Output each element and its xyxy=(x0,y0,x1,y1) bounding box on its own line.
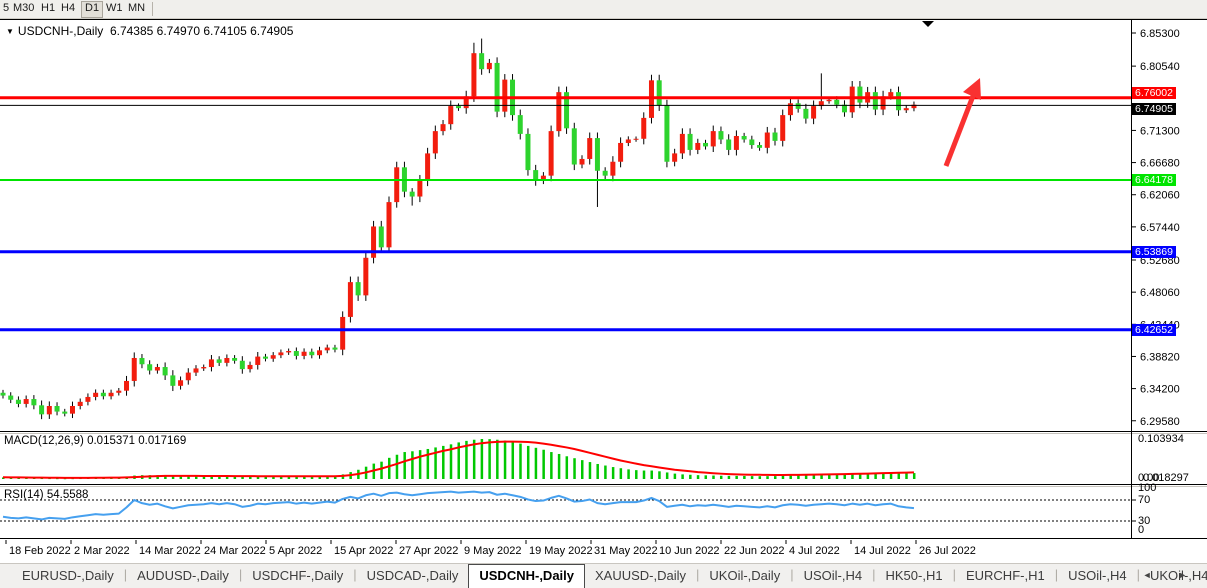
price-tick-label: 6.66680 xyxy=(1140,158,1180,170)
tab-divider: | xyxy=(696,567,700,582)
candlestick-series xyxy=(0,38,917,420)
date-tick-label: 14 Jul 2022 xyxy=(854,545,911,557)
tab-xauusd-daily[interactable]: XAUUSD-,Daily xyxy=(595,568,687,583)
macd-panel: 0.103934 0.000.018297 xyxy=(2,433,1189,484)
macd-name: MACD(12,26,9) xyxy=(4,435,84,447)
tab-audusd-daily[interactable]: AUDUSD-,Daily xyxy=(137,568,229,583)
price-tick-label: 6.80540 xyxy=(1140,61,1180,73)
price-badge-6.42652: 6.42652 xyxy=(1132,324,1176,336)
down-triangle-marker[interactable] xyxy=(922,21,934,27)
tab-divider: | xyxy=(123,567,128,582)
macd-signal-line xyxy=(2,440,914,479)
tab-ukoil-daily[interactable]: UKOil-,Daily xyxy=(709,568,781,583)
price-tick-label: 6.71300 xyxy=(1140,125,1180,137)
date-tick-label: 10 Jun 2022 xyxy=(659,545,720,557)
price-tick-label: 6.57440 xyxy=(1140,222,1180,234)
tab-eurchf-h1[interactable]: EURCHF-,H1 xyxy=(965,568,1045,583)
date-tick-label: 22 Jun 2022 xyxy=(724,545,785,557)
timeframe-button-MN[interactable]: MN xyxy=(128,2,146,14)
date-tick-label: 26 Jul 2022 xyxy=(919,545,976,557)
toolbar-separator xyxy=(152,2,153,16)
tab-usdcad-daily[interactable]: USDCAD-,Daily xyxy=(366,568,459,583)
price-badge-6.74905: 6.74905 xyxy=(1132,103,1176,115)
price-tick-label: 6.29580 xyxy=(1140,416,1180,428)
date-tick-label: 4 Jul 2022 xyxy=(789,545,840,557)
tab-divider: | xyxy=(1136,567,1140,582)
tab-divider: | xyxy=(353,567,357,582)
tab-divider: | xyxy=(790,567,794,582)
rsi-axis-label: 100 xyxy=(1138,482,1156,494)
rsi-value: 54.5588 xyxy=(46,489,89,501)
tab-ukoil-h4[interactable]: UKOil-,H4 xyxy=(1150,568,1207,583)
price-tick-label: 6.48060 xyxy=(1140,287,1180,299)
timeframe-button-M30[interactable]: M30 xyxy=(13,2,35,14)
tab-divider: | xyxy=(872,567,876,582)
rsi-axis-label: 30 xyxy=(1138,515,1150,527)
macd-axis-value: 0.018297 xyxy=(1143,472,1189,484)
price-badge-6.76002: 6.76002 xyxy=(1132,87,1176,99)
price-tick-label: 6.34200 xyxy=(1140,384,1180,396)
dropdown-triangle-icon[interactable]: ▼ xyxy=(6,27,14,36)
timeframe-button-5[interactable]: 5 xyxy=(3,2,10,14)
tab-eurusd-daily[interactable]: EURUSD-,Daily xyxy=(22,568,114,583)
date-tick-label: 5 Apr 2022 xyxy=(269,545,322,557)
date-tick-label: 15 Apr 2022 xyxy=(334,545,393,557)
timeframe-button-H4[interactable]: H4 xyxy=(61,2,76,14)
price-tick-label: 6.62060 xyxy=(1140,190,1180,202)
symbol-name: USDCNH-,Daily xyxy=(17,24,104,38)
timeframe-button-D1[interactable]: D1 xyxy=(81,1,104,18)
symbol-ohlc-values: 6.74385 6.74970 6.74105 6.74905 xyxy=(109,24,294,38)
price-tick-label: 6.38820 xyxy=(1140,351,1180,363)
tab-hk50-h1[interactable]: HK50-,H1 xyxy=(885,568,943,583)
date-tick-label: 9 May 2022 xyxy=(464,545,521,557)
macd-values: 0.015371 0.017169 xyxy=(87,435,187,447)
chart-symbol-title: ▼ USDCNH-,Daily 6.74385 6.74970 6.74105 6… xyxy=(6,24,293,38)
timeframe-button-H1[interactable]: H1 xyxy=(41,2,56,14)
tab-usdchf-daily[interactable]: USDCHF-,Daily xyxy=(252,568,344,583)
date-tick-label: 27 Apr 2022 xyxy=(399,545,458,557)
date-tick-label: 18 Feb 2022 xyxy=(9,545,71,557)
date-axis: 18 Feb 2022 2 Mar 2022 14 Mar 2022 24 Mar 2… xyxy=(5,540,976,557)
rsi-indicator-label: RSI(14) 54.5588 xyxy=(4,489,88,501)
date-tick-label: 31 May 2022 xyxy=(594,545,658,557)
timeframe-toolbar: 5 M30 H1 H4 D1 W1 MN xyxy=(0,0,1207,19)
timeframe-button-W1[interactable]: W1 xyxy=(106,2,123,14)
price-badge-6.53869: 6.53869 xyxy=(1132,246,1176,258)
rsi-axis-label: 0 xyxy=(1138,524,1144,536)
tab-divider: | xyxy=(1054,567,1059,582)
tab-usdcnh-daily[interactable]: USDCNH-,Daily xyxy=(468,564,585,588)
tab-usoil-h4[interactable]: USOil-,H4 xyxy=(1068,568,1127,583)
price-tick-label: 6.52680 xyxy=(1140,255,1180,267)
price-badge-6.64178: 6.64178 xyxy=(1132,174,1176,186)
tab-scroll-arrows[interactable]: ◄ ► xyxy=(1142,570,1199,580)
date-tick-label: 24 Mar 2022 xyxy=(204,545,266,557)
macd-axis-max: 0.103934 xyxy=(1138,433,1184,445)
price-tick-label: 6.85300 xyxy=(1140,28,1180,40)
tab-usoil-h4[interactable]: USOil-,H4 xyxy=(803,568,863,583)
trend-arrow[interactable] xyxy=(943,78,981,167)
macd-indicator-label: MACD(12,26,9) 0.015371 0.017169 xyxy=(4,435,186,447)
rsi-name: RSI(14) xyxy=(4,489,44,501)
rsi-axis-label: 70 xyxy=(1138,494,1150,506)
symbol-tabbar: EURUSD-,Daily | AUDUSD-,Daily | USDCHF-,Dail… xyxy=(0,563,1207,588)
macd-axis-zero: 0.00 xyxy=(1138,472,1159,484)
date-tick-label: 2 Mar 2022 xyxy=(74,545,130,557)
horizontal-line-objects[interactable] xyxy=(0,96,1131,332)
date-tick-label: 14 Mar 2022 xyxy=(139,545,201,557)
tab-divider: | xyxy=(952,567,956,582)
date-tick-label: 19 May 2022 xyxy=(529,545,593,557)
tab-divider: | xyxy=(238,567,243,582)
price-axis: 6.85300 6.80540 6.71300 6.66680 6.62060 6.574… xyxy=(1131,28,1180,428)
rsi-line xyxy=(2,490,915,521)
